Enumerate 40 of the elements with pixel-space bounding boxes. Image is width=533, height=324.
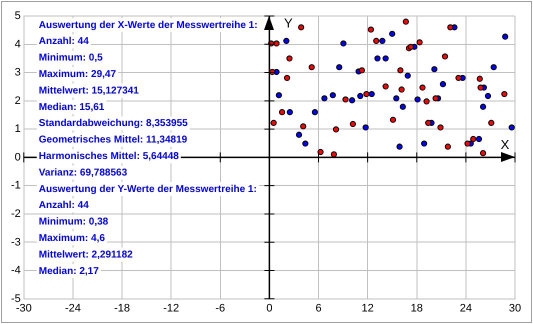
x-tick-label: -30 bbox=[16, 302, 32, 314]
x-tick-label: 18 bbox=[410, 302, 423, 314]
y-tick-label: 1 bbox=[14, 123, 21, 136]
y-tick-label: 0 bbox=[14, 151, 21, 164]
y-tick-label: 5 bbox=[14, 10, 21, 22]
y-tick-label: 2 bbox=[14, 94, 21, 107]
x-tick-label: -18 bbox=[114, 302, 130, 314]
x-tick-label: -12 bbox=[163, 302, 180, 314]
annotation: Mittelwert: 2,291182 bbox=[38, 249, 134, 260]
annotation: Median: 2,17 bbox=[38, 266, 100, 277]
annotation: Standardabweichung: 8,353955 bbox=[38, 118, 188, 130]
y-tick-label: -2 bbox=[11, 208, 21, 220]
y-tick-label: 4 bbox=[14, 38, 21, 50]
annotation: Median: 15,61 bbox=[38, 102, 105, 113]
y-tick-label: -4 bbox=[11, 264, 21, 277]
annotation: Maximum: 29,47 bbox=[38, 68, 116, 80]
annotation: Minimum: 0,38 bbox=[38, 216, 109, 228]
annotation: Auswertung der X-Werte der Messwertreihe 1: bbox=[38, 20, 258, 31]
y-tick-label: -3 bbox=[11, 236, 21, 248]
annotation: Harmonisches Mittel: 5,64448 bbox=[38, 150, 180, 162]
x-tick-label: 6 bbox=[315, 302, 322, 314]
x-tick-label: 12 bbox=[362, 302, 374, 314]
y-tick-label: -1 bbox=[11, 180, 21, 192]
annotation: Geometrisches Mittel: 11,34819 bbox=[38, 134, 188, 146]
annotation: Anzahl: 44 bbox=[38, 200, 90, 212]
annotation: Varianz: 69,788563 bbox=[38, 167, 128, 178]
y-tick-label: 3 bbox=[14, 66, 21, 79]
y-tick-label: -5 bbox=[11, 292, 21, 305]
x-tick-label: -24 bbox=[64, 302, 81, 314]
annotation: Maximum: 4,6 bbox=[38, 232, 106, 244]
annotation: Mittelwert: 15,127341 bbox=[38, 85, 140, 96]
y-axis-title: Y bbox=[284, 16, 294, 31]
x-tick-label: 30 bbox=[508, 302, 522, 314]
x-tick-label: 24 bbox=[460, 302, 472, 314]
x-tick-label: 0 bbox=[266, 302, 272, 314]
annotation: Minimum: 0,5 bbox=[38, 52, 104, 64]
x-tick-label: -6 bbox=[215, 302, 226, 314]
annotation: Auswertung der Y-Werte der Messwertreihe 1: bbox=[38, 184, 257, 195]
x-axis-title: X bbox=[500, 136, 510, 152]
annotation: Anzahl: 44 bbox=[38, 36, 90, 48]
